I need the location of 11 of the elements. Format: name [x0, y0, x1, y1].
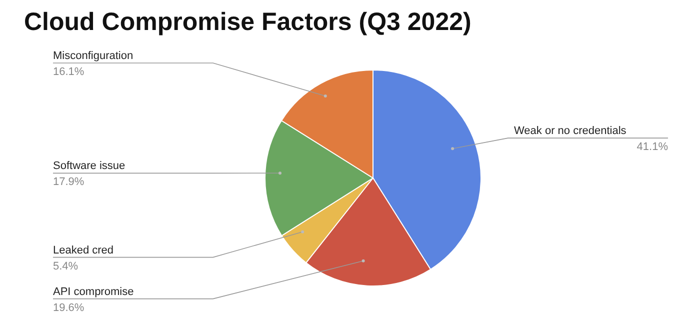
slice-label: API compromise — [53, 286, 134, 298]
chart-title: Cloud Compromise Factors (Q3 2022) — [24, 8, 472, 37]
slice-label: Weak or no credentials — [514, 125, 627, 138]
data-label: 5.4% — [53, 260, 78, 272]
data-label: 19.6% — [53, 302, 84, 314]
data-label: 16.1% — [53, 66, 84, 78]
data-label: 17.9% — [53, 176, 84, 188]
data-label: 41.1% — [636, 141, 668, 154]
slice-label: Leaked cred — [53, 244, 114, 256]
slice-label: Software issue — [53, 160, 126, 172]
slice-label: Misconfiguration — [53, 50, 134, 62]
